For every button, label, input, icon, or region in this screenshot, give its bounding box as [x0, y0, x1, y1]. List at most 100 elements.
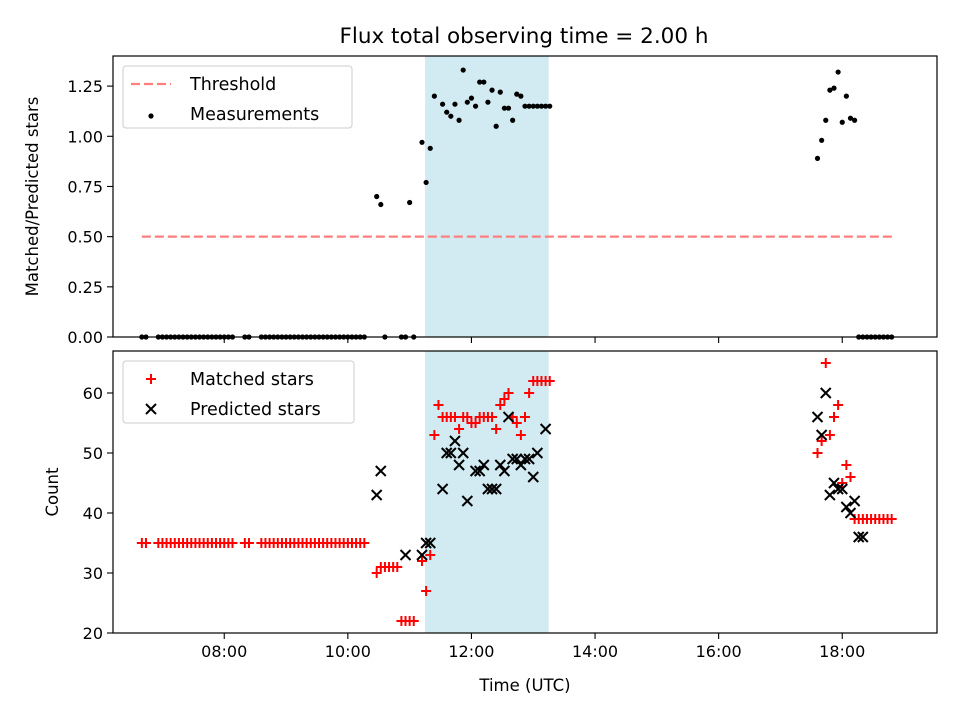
predicted-star-point: [857, 531, 869, 543]
measurement-point: [378, 201, 384, 208]
legend-label: Predicted stars: [190, 400, 321, 420]
measurement-point: [481, 79, 487, 85]
measurement-point: [510, 117, 516, 123]
legend-measurement-swatch: [148, 113, 154, 119]
matched-star-point: [829, 412, 839, 422]
y-tick-label: 30: [83, 564, 103, 583]
measurement-point: [505, 105, 512, 111]
measurement-point: [831, 85, 837, 91]
matched-star-point: [421, 586, 432, 596]
matched-star-point: [503, 388, 514, 398]
matched-star-point: [841, 460, 852, 470]
legend-predicted-swatch: [145, 403, 157, 415]
predicted-star-point: [449, 435, 461, 447]
matched-star-point: [520, 412, 530, 422]
y-tick-label: 0.00: [67, 328, 103, 347]
y-tick-label: 1.25: [67, 77, 103, 96]
matched-star-point: [462, 412, 473, 422]
measurement-point: [501, 105, 507, 111]
measurement-point: [847, 115, 854, 121]
predicted-star-point: [461, 495, 474, 507]
matched-star-point: [499, 394, 510, 404]
measurement-point: [468, 95, 475, 101]
predicted-star-point: [511, 453, 523, 465]
legend-label: Matched stars: [190, 370, 314, 390]
matched-star-point: [425, 550, 436, 560]
predicted-star-point: [424, 537, 436, 549]
x-tick-label: 12:00: [448, 642, 494, 661]
matched-star-point: [429, 430, 440, 440]
legend-box: [122, 360, 355, 424]
predicted-star-point: [527, 471, 539, 483]
measurement-point: [427, 145, 433, 151]
x-tick-label: 18:00: [819, 642, 865, 661]
matched-star-point: [524, 388, 535, 398]
predicted-star-point: [519, 453, 531, 465]
measurement-point: [444, 109, 450, 115]
y-tick-label: 20: [83, 624, 103, 643]
measurement-point: [526, 103, 532, 109]
predicted-star-point: [840, 501, 853, 513]
measurement-point: [489, 87, 495, 93]
top-shaded-interval: [425, 56, 549, 337]
matched-star-point: [544, 376, 555, 386]
y-tick-label: 0.25: [67, 278, 103, 297]
matched-star-point: [812, 448, 823, 458]
top-x-ticks: [223, 337, 843, 343]
predicted-star-point: [441, 447, 453, 459]
measurement-point: [460, 67, 466, 73]
y-tick-label: 60: [83, 384, 103, 403]
measurement-point: [534, 103, 540, 109]
predicted-star-point: [815, 429, 828, 441]
predicted-star-point: [820, 387, 832, 399]
measurement-point: [538, 103, 545, 109]
predicted-star-point: [498, 465, 511, 477]
measurement-point: [514, 91, 520, 97]
predicted-star-point: [490, 483, 502, 495]
matched-star-point: [515, 430, 526, 440]
matched-star-point: [392, 562, 403, 572]
predicted-star-point: [844, 507, 857, 519]
predicted-star-point: [478, 459, 490, 471]
measurement-point: [431, 93, 437, 99]
measurement-point: [530, 103, 536, 109]
matched-star-point: [495, 400, 506, 410]
matched-star-point: [491, 424, 502, 434]
measurement-point: [839, 119, 845, 125]
measurement-point: [456, 117, 462, 123]
matched-star-point: [454, 424, 465, 434]
measurement-point: [852, 117, 858, 123]
matched-star-point: [470, 418, 481, 428]
matched-star-point: [845, 472, 856, 482]
top-y-ticks: 0.00 0.25 0.50 0.75 1.00 1.25: [67, 77, 113, 347]
legend-label: Measurements: [190, 105, 319, 125]
measurement-point: [835, 69, 841, 75]
measurement-point: [823, 117, 829, 123]
bottom-x-axis-label: Time (UTC): [478, 676, 570, 695]
bottom-panel: 20 30 40 50 60 08:00 10:00 12:00 14:00 16:00 18:0…: [43, 350, 938, 695]
predicted-star-point: [370, 489, 383, 501]
measurement-point: [407, 199, 413, 206]
legend-matched-swatch: [146, 374, 156, 384]
measurement-point: [419, 139, 425, 145]
predicted-star-point: [836, 483, 848, 495]
measurement-point: [827, 87, 833, 93]
matched-star-point: [140, 538, 151, 548]
measurement-point: [448, 113, 454, 119]
predicted-star-point: [832, 483, 844, 495]
chart-title: Flux total observing time = 2.00 h: [340, 24, 709, 49]
predicted-star-point: [853, 531, 865, 543]
matched-star-point: [433, 400, 444, 410]
predicted-star-point: [848, 495, 861, 507]
measurement-point: [485, 99, 491, 105]
matched-star-point: [487, 412, 498, 422]
matched-star-point: [227, 538, 238, 548]
y-tick-label: 0.50: [67, 228, 103, 247]
predicted-star-point: [445, 447, 457, 459]
x-tick-label: 08:00: [201, 642, 247, 661]
predicted-star-point: [399, 549, 412, 561]
measurement-point: [543, 103, 549, 109]
measurement-point: [423, 179, 429, 186]
predicted-star-point: [457, 447, 469, 459]
